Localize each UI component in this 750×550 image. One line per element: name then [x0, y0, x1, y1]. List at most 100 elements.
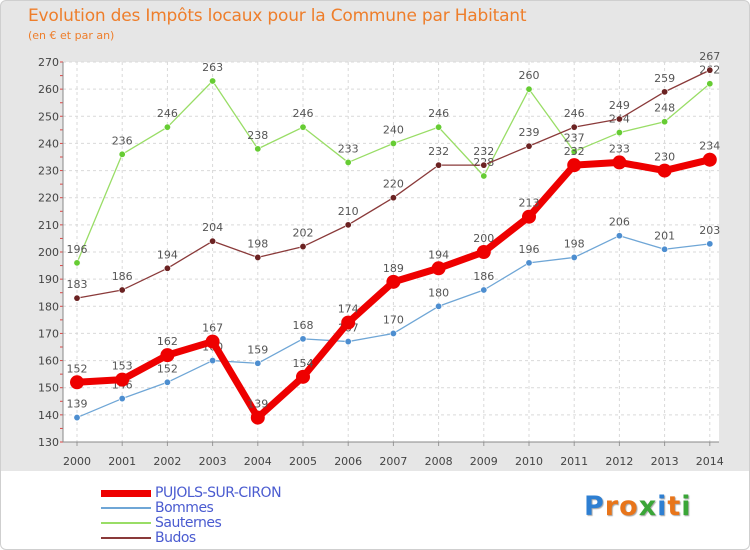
data-label: 139 — [247, 398, 268, 411]
data-point — [567, 158, 582, 173]
y-tick-label: 170 — [38, 327, 59, 340]
legend-swatch — [101, 489, 151, 497]
y-tick-label: 150 — [38, 382, 59, 395]
series-pujols-sur-ciron: 152 153 162 167 139 154 174 189 194 200 213 232 233 2… — [67, 140, 720, 425]
x-tick-label: 2006 — [334, 455, 362, 468]
data-label: 246 — [428, 107, 449, 120]
data-label: 230 — [654, 151, 675, 164]
y-tick-label: 230 — [38, 165, 59, 178]
data-point — [525, 85, 533, 93]
data-label: 259 — [654, 72, 675, 85]
data-point — [476, 245, 491, 259]
data-point — [389, 329, 397, 337]
data-point — [254, 145, 262, 153]
data-label: 180 — [428, 286, 449, 299]
data-point — [73, 294, 81, 302]
data-label: 234 — [699, 140, 720, 153]
data-point — [522, 209, 536, 224]
legend-swatch — [101, 507, 151, 509]
data-point — [205, 334, 220, 349]
data-point — [435, 302, 443, 310]
data-label: 248 — [654, 102, 675, 115]
y-tick-label: 250 — [38, 110, 59, 123]
logo-letter: r — [604, 491, 620, 522]
legend-label: Sauternes — [155, 515, 222, 531]
data-point — [525, 259, 533, 267]
data-label: 213 — [519, 197, 540, 210]
data-point — [570, 123, 578, 131]
data-point — [389, 194, 397, 202]
data-label: 168 — [293, 319, 314, 332]
data-label: 249 — [609, 99, 630, 112]
y-tick-label: 130 — [38, 436, 59, 449]
x-tick-label: 2013 — [651, 455, 679, 468]
x-tick-label: 2012 — [605, 455, 633, 468]
data-point — [706, 66, 714, 74]
data-label: 194 — [157, 248, 178, 261]
data-point — [344, 338, 352, 346]
data-point — [344, 221, 352, 229]
data-point — [657, 163, 672, 178]
y-tick-label: 140 — [38, 409, 59, 422]
data-label: 167 — [202, 322, 223, 335]
data-point — [525, 142, 533, 150]
data-label: 233 — [609, 142, 630, 155]
data-point — [615, 115, 623, 123]
data-label: 246 — [293, 107, 314, 120]
data-label: 232 — [473, 145, 494, 158]
data-point — [118, 286, 126, 294]
data-point — [615, 129, 623, 137]
data-point — [209, 77, 217, 85]
data-label: 220 — [383, 178, 404, 191]
data-label: 232 — [564, 145, 585, 158]
x-tick-label: 2005 — [289, 455, 317, 468]
data-point — [661, 245, 669, 253]
data-point — [480, 172, 488, 180]
data-label: 154 — [293, 357, 314, 370]
y-tick-label: 190 — [38, 273, 59, 286]
series-budos: 183 186 194 204 198 202 210 220 232 232 239 246 249 2… — [67, 50, 720, 302]
legend-swatch — [101, 537, 151, 539]
x-tick-label: 2014 — [696, 455, 724, 468]
data-label: 236 — [112, 134, 133, 147]
data-label: 162 — [157, 335, 178, 348]
data-point — [118, 395, 126, 403]
data-point — [250, 410, 265, 425]
data-point — [661, 88, 669, 96]
legend-label: Budos — [155, 530, 196, 546]
data-label: 238 — [247, 129, 268, 142]
data-label: 183 — [67, 278, 88, 291]
data-point — [431, 261, 446, 276]
data-point — [296, 369, 310, 384]
data-label: 237 — [564, 132, 585, 145]
y-tick-label: 180 — [38, 300, 59, 313]
x-tick-label: 2008 — [425, 455, 453, 468]
data-label: 198 — [564, 237, 585, 250]
data-label: 202 — [293, 227, 314, 240]
data-label: 139 — [67, 398, 88, 411]
data-point — [254, 253, 262, 261]
x-tick-label: 2004 — [244, 455, 272, 468]
data-label: 246 — [564, 107, 585, 120]
data-point — [570, 148, 578, 156]
y-tick-label: 200 — [38, 246, 59, 259]
data-label: 206 — [609, 216, 630, 229]
data-point — [344, 158, 352, 166]
data-label: 232 — [428, 145, 449, 158]
data-label: 196 — [67, 243, 88, 256]
legend-label: PUJOLS-SUR-CIRON — [155, 485, 282, 501]
logo-letter: P — [584, 491, 605, 522]
data-point — [706, 80, 714, 88]
data-label: 239 — [519, 126, 540, 139]
data-label: 152 — [67, 362, 88, 375]
data-label: 246 — [157, 107, 178, 120]
data-label: 198 — [247, 237, 268, 250]
legend-label: Bommes — [155, 500, 214, 516]
data-point — [299, 335, 307, 343]
x-tick-label: 2003 — [199, 455, 227, 468]
data-label: 186 — [473, 270, 494, 283]
data-point — [118, 150, 126, 158]
data-label: 200 — [473, 232, 494, 245]
